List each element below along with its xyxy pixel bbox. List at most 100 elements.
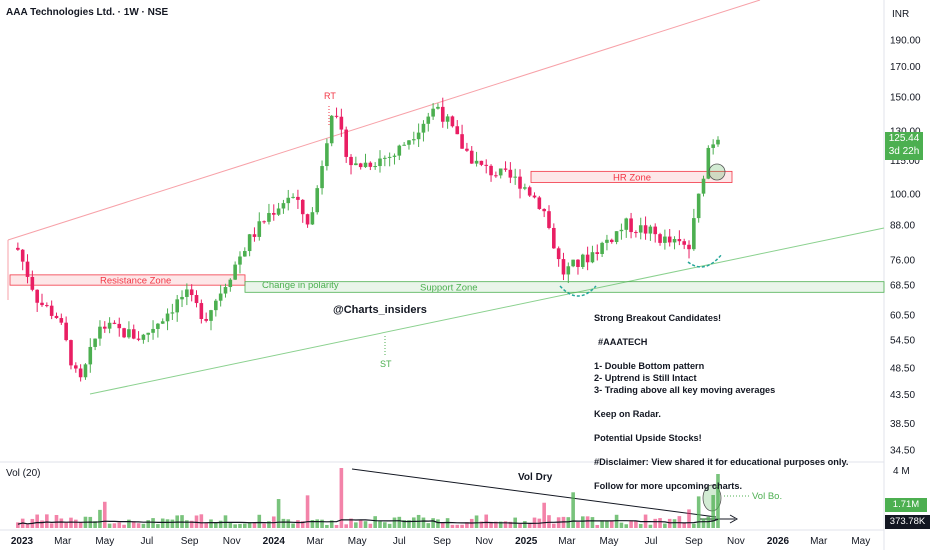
candle-body[interactable] xyxy=(561,259,566,275)
candle-body[interactable] xyxy=(204,318,208,321)
candle-body[interactable] xyxy=(421,123,426,133)
candle-body[interactable] xyxy=(619,229,624,232)
candle-body[interactable] xyxy=(479,160,484,165)
candle-body[interactable] xyxy=(160,321,165,324)
candle-body[interactable] xyxy=(40,302,44,306)
candle-body[interactable] xyxy=(64,322,68,341)
candle-body[interactable] xyxy=(426,116,431,124)
candle-body[interactable] xyxy=(436,106,440,109)
candle-body[interactable] xyxy=(527,187,532,196)
candle-body[interactable] xyxy=(378,158,382,167)
candle-body[interactable] xyxy=(286,197,291,204)
candle-body[interactable] xyxy=(45,305,49,307)
candle-body[interactable] xyxy=(315,188,320,213)
candle-body[interactable] xyxy=(663,236,667,243)
candle-body[interactable] xyxy=(257,221,262,237)
candle-body[interactable] xyxy=(344,129,348,157)
candle-body[interactable] xyxy=(281,203,286,209)
candle-body[interactable] xyxy=(706,147,711,179)
candle-body[interactable] xyxy=(59,318,64,323)
candle-body[interactable] xyxy=(677,239,682,242)
candle-body[interactable] xyxy=(600,242,604,254)
candle-body[interactable] xyxy=(431,108,435,117)
candle-body[interactable] xyxy=(310,212,315,225)
candle-body[interactable] xyxy=(69,340,73,366)
support-trendline[interactable] xyxy=(89,227,885,395)
candle-body[interactable] xyxy=(696,193,701,219)
candle-body[interactable] xyxy=(609,239,614,243)
candle-body[interactable] xyxy=(440,106,445,122)
candle-body[interactable] xyxy=(271,213,276,215)
candle-body[interactable] xyxy=(484,164,489,166)
price-zone[interactable] xyxy=(530,170,733,183)
candle-body[interactable] xyxy=(214,300,218,311)
candle-body[interactable] xyxy=(407,140,411,145)
candle-body[interactable] xyxy=(175,299,180,313)
candle-body[interactable] xyxy=(552,227,556,249)
candle-body[interactable] xyxy=(634,232,638,234)
candle-body[interactable] xyxy=(682,241,686,245)
candle-body[interactable] xyxy=(296,196,300,200)
resistance-trendline[interactable] xyxy=(7,0,761,241)
candle-body[interactable] xyxy=(267,213,271,222)
candle-body[interactable] xyxy=(580,254,585,267)
candle-body[interactable] xyxy=(402,144,406,146)
candle-body[interactable] xyxy=(445,116,450,122)
candle-body[interactable] xyxy=(247,234,252,252)
candle-body[interactable] xyxy=(194,295,199,304)
candle-body[interactable] xyxy=(25,261,30,277)
candle-body[interactable] xyxy=(334,115,339,117)
candle-body[interactable] xyxy=(88,346,93,365)
candle-body[interactable] xyxy=(112,322,117,324)
candle-body[interactable] xyxy=(387,156,392,158)
candle-body[interactable] xyxy=(20,249,25,262)
candle-body[interactable] xyxy=(262,221,266,223)
candle-body[interactable] xyxy=(411,139,416,141)
candle-body[interactable] xyxy=(363,162,368,168)
candle-body[interactable] xyxy=(189,289,194,296)
candle-body[interactable] xyxy=(170,312,175,314)
currency-label[interactable]: INR xyxy=(892,9,910,20)
candle-body[interactable] xyxy=(238,256,242,265)
candle-body[interactable] xyxy=(416,132,421,140)
candle-body[interactable] xyxy=(127,329,131,338)
candle-body[interactable] xyxy=(30,276,35,290)
candle-body[interactable] xyxy=(141,334,146,340)
candle-body[interactable] xyxy=(523,187,527,189)
candle-body[interactable] xyxy=(165,313,170,322)
candle-body[interactable] xyxy=(151,328,155,333)
candle-body[interactable] xyxy=(469,150,474,164)
candle-body[interactable] xyxy=(643,225,648,234)
candle-body[interactable] xyxy=(474,160,479,164)
candle-body[interactable] xyxy=(16,247,20,250)
candle-body[interactable] xyxy=(498,168,503,176)
candle-body[interactable] xyxy=(701,178,706,194)
candle-body[interactable] xyxy=(325,143,329,167)
candle-body[interactable] xyxy=(242,251,247,257)
volume-indicator-label[interactable]: Vol (20) xyxy=(6,468,41,479)
candle-body[interactable] xyxy=(716,139,720,145)
candle-body[interactable] xyxy=(146,332,151,335)
candle-body[interactable] xyxy=(228,279,233,288)
candle-body[interactable] xyxy=(199,303,204,319)
candle-body[interactable] xyxy=(687,244,691,250)
price-zone[interactable] xyxy=(9,274,246,286)
candle-body[interactable] xyxy=(547,211,551,228)
candle-body[interactable] xyxy=(131,329,136,339)
candle-body[interactable] xyxy=(98,326,102,339)
candle-body[interactable] xyxy=(450,116,455,127)
candle-body[interactable] xyxy=(117,323,122,329)
candle-body[interactable] xyxy=(180,296,184,300)
candle-body[interactable] xyxy=(518,176,522,189)
candle-body[interactable] xyxy=(383,157,387,159)
candle-body[interactable] xyxy=(605,239,609,243)
candle-body[interactable] xyxy=(209,310,213,321)
candle-body[interactable] xyxy=(329,115,334,144)
candle-body[interactable] xyxy=(624,218,629,230)
candle-body[interactable] xyxy=(291,196,295,198)
candle-body[interactable] xyxy=(156,323,160,329)
candle-body[interactable] xyxy=(532,195,537,198)
candle-body[interactable] xyxy=(78,368,83,378)
candle-body[interactable] xyxy=(223,287,228,294)
